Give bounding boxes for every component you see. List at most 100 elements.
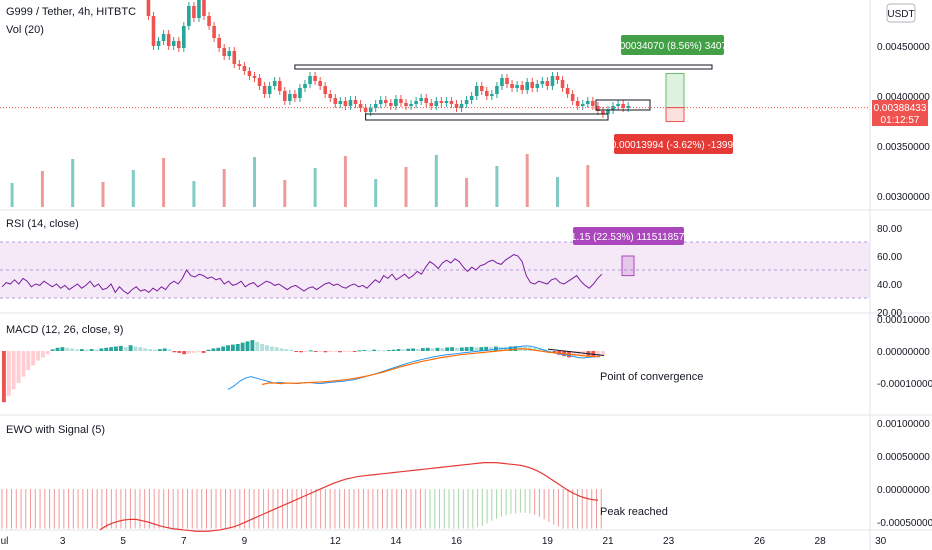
macd-histogram-bar — [596, 351, 601, 357]
macd-histogram-bar — [84, 349, 89, 351]
candle-body — [479, 86, 484, 91]
candlesticks — [146, 0, 630, 118]
volume-bar — [283, 180, 287, 207]
rsi-label[interactable]: RSI (14, close) — [6, 218, 79, 230]
macd-histogram-bar — [547, 350, 552, 352]
candle-body — [343, 101, 348, 106]
macd-histogram-bar — [532, 347, 537, 351]
macd-histogram-bar — [469, 346, 474, 351]
rsi-measure-tag[interactable]: 11.15 (22.53%) 1115118577 — [566, 227, 690, 245]
macd-histogram-bar — [274, 347, 279, 351]
volume-bar — [40, 171, 44, 207]
macd-histogram-bar — [416, 349, 420, 351]
macd-histogram-bar — [50, 349, 55, 351]
currency-button-label[interactable]: USDT — [887, 9, 914, 20]
volume-bar — [222, 169, 226, 207]
candle-body — [606, 110, 610, 114]
macd-histogram-bar — [21, 351, 26, 377]
price-tick-label: 0.00350000 — [877, 142, 930, 153]
macd-histogram-bar — [333, 351, 338, 352]
macd-histogram-bar — [440, 348, 445, 351]
long-target-tag[interactable]: 0.00034070 (8.56%) 34070 — [611, 35, 733, 55]
candle-body — [353, 100, 358, 104]
macd-histogram-bar — [104, 347, 109, 351]
candle-body — [505, 78, 509, 84]
candle-body — [626, 106, 630, 108]
resistance-box — [294, 64, 713, 70]
volume-bar — [495, 166, 499, 207]
candle-body — [434, 101, 439, 106]
candle-body — [555, 76, 560, 80]
candle-body — [171, 41, 176, 46]
macd-histogram-bar — [445, 347, 450, 351]
symbol-title[interactable]: G999 / Tether, 4h, HITBTC — [6, 6, 136, 18]
candle-body — [242, 66, 247, 71]
macd-histogram-bar — [60, 347, 65, 351]
candle-body — [328, 94, 333, 98]
volume-indicator-label[interactable]: Vol (20) — [6, 24, 44, 36]
macd-histogram-bar — [133, 346, 138, 351]
macd-histogram-bar — [571, 351, 576, 357]
macd-note[interactable]: Point of convergence — [600, 371, 703, 383]
rsi-measure-text: 11.15 (22.53%) 1115118577 — [566, 232, 690, 243]
candle-body — [469, 96, 474, 100]
macd-histogram-bar — [75, 349, 79, 351]
candle-body — [586, 101, 590, 104]
rsi-tick-label: 80.00 — [877, 224, 902, 235]
macd-histogram-bar — [114, 346, 118, 351]
candle-body — [419, 98, 423, 101]
candle-body — [575, 101, 580, 106]
macd-histogram-bar — [455, 347, 459, 351]
candle-body — [333, 98, 338, 104]
macd-histogram-bar — [386, 350, 391, 352]
candle-body — [368, 108, 373, 112]
macd-histogram-bar — [284, 349, 289, 351]
macd-histogram-bar — [304, 351, 308, 352]
price-level-boxes[interactable] — [0, 64, 870, 123]
candle-body — [591, 101, 595, 106]
volume-bar — [586, 165, 590, 207]
macd-tick-label: 0.00010000 — [877, 315, 930, 326]
macd-histogram-bar — [250, 340, 255, 351]
macd-histogram-bar — [279, 348, 284, 351]
macd-tick-label: -0.00010000 — [877, 379, 932, 390]
long-target-text: 0.00034070 (8.56%) 34070 — [611, 41, 733, 52]
time-tick-label: 9 — [242, 536, 248, 547]
macd-histogram-bar — [459, 347, 464, 351]
volume-bar — [434, 155, 438, 207]
macd-histogram-bar — [240, 342, 245, 351]
macd-histogram-bar — [352, 351, 357, 352]
candle-body — [611, 106, 615, 110]
macd-histogram-bar — [537, 348, 542, 351]
candle-body — [227, 51, 232, 56]
time-tick-label: 19 — [542, 536, 554, 547]
candle-body — [277, 81, 282, 91]
candle-body — [338, 101, 343, 104]
macd-histogram-bar — [464, 347, 469, 351]
ewo-note[interactable]: Peak reached — [600, 506, 668, 518]
short-stop-tag[interactable]: -0.00013994 (-3.62%) -13994 — [607, 134, 739, 154]
time-tick-label: 21 — [602, 536, 614, 547]
macd-histogram-bar — [513, 346, 518, 351]
macd-label[interactable]: MACD (12, 26, close, 9) — [6, 324, 123, 336]
candle-body — [272, 81, 277, 86]
volume-bar — [253, 157, 256, 207]
macd-histogram-bar — [425, 347, 430, 351]
ewo-tick-label: 0.00050000 — [877, 452, 930, 463]
candle-body — [161, 34, 166, 41]
currency-button[interactable]: USDT — [886, 3, 916, 23]
macd-histogram-bar — [99, 348, 104, 351]
rsi-measure-box — [621, 255, 635, 277]
macd-histogram-bar — [260, 343, 265, 351]
volume-bar — [192, 181, 196, 207]
candle-body — [490, 94, 494, 96]
candle-body — [267, 86, 272, 94]
volume-bar — [71, 159, 75, 207]
macd-histogram-bar — [489, 347, 493, 351]
ewo-label[interactable]: EWO with Signal (5) — [6, 424, 105, 436]
macd-histogram-bar — [265, 345, 269, 351]
macd-histogram-bar — [216, 347, 221, 351]
candle-body — [232, 51, 237, 64]
macd-histogram-bar — [123, 347, 128, 351]
